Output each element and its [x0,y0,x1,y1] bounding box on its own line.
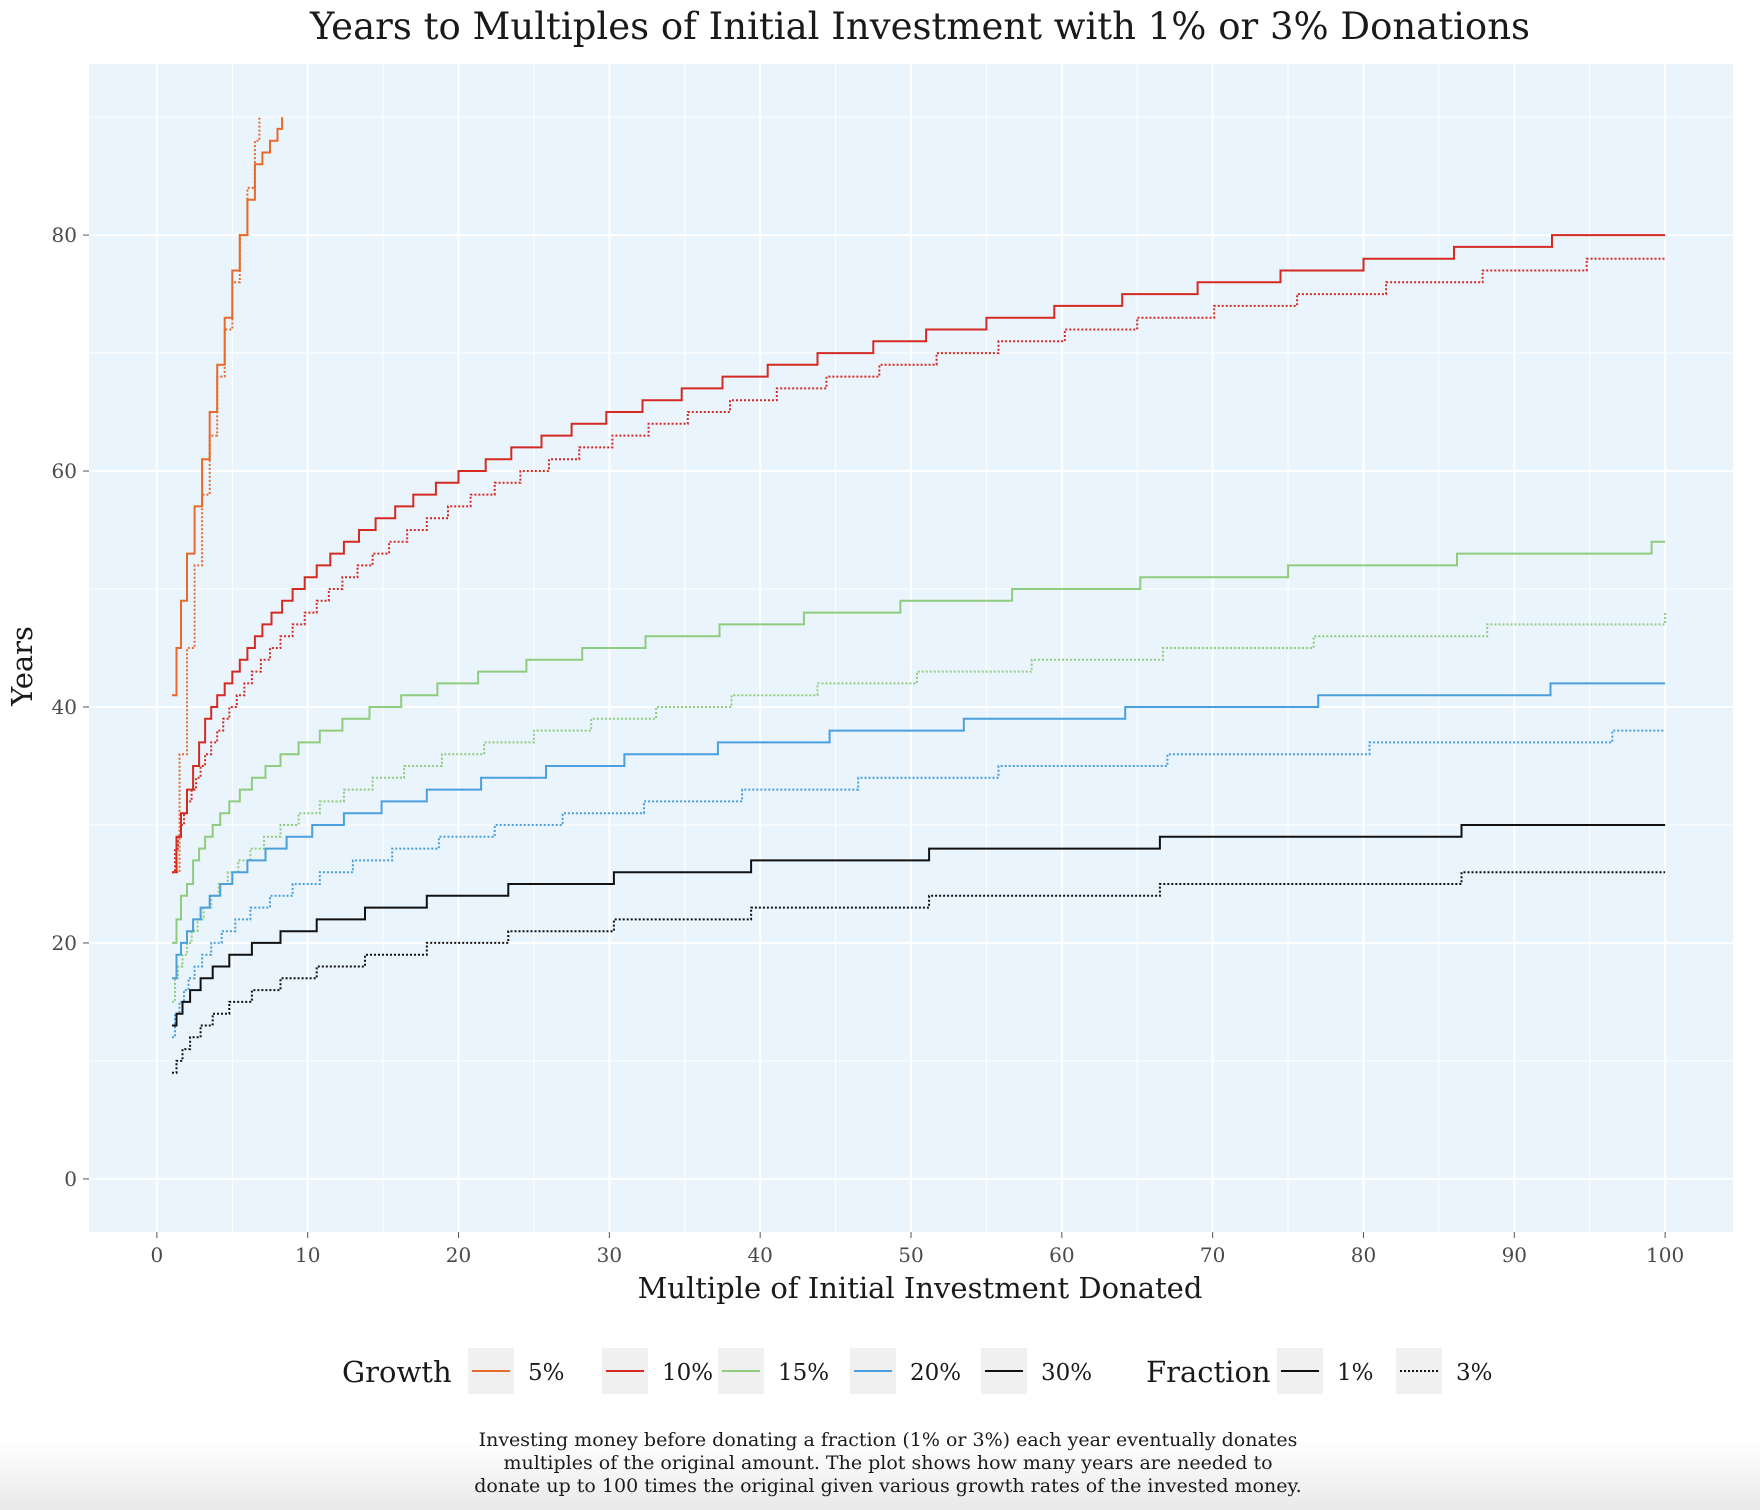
x-tick-label: 10 [295,1243,320,1267]
y-tick-label: 80 [52,223,77,247]
x-tick-label: 90 [1502,1243,1527,1267]
x-tick-label: 80 [1351,1243,1376,1267]
series-line-15pct-3pct [172,612,1667,1003]
y-tick-label: 20 [52,931,77,955]
legend-label-growth: 5% [528,1360,565,1386]
y-tick-label: 40 [52,695,77,719]
series-line-20pct-1pct [172,682,1666,980]
series-line-5pct-3pct [172,117,261,874]
x-tick-label: 100 [1646,1243,1684,1267]
y-axis-label: Years [5,626,39,707]
series-line-30pct-3pct [172,871,1666,1074]
legend: Growth Fraction 5% 10% 15% 20% 30% 1% 3% [342,1348,1493,1394]
series-line-10pct-1pct [172,234,1666,874]
caption-line-2: multiples of the original amount. The pl… [503,1452,1272,1474]
legend-fraction-title: Fraction [1146,1355,1271,1389]
legend-label-growth: 20% [910,1360,961,1386]
axis-ticks: 0 10 20 30 40 50 60 70 80 90 100 0 20 40 60 80 [52,223,1685,1267]
legend-label-growth: 30% [1041,1360,1092,1386]
chart-title: Years to Multiples of Initial Investment… [309,5,1530,48]
legend-key-bg [1396,1348,1442,1394]
x-tick-label: 50 [898,1243,923,1267]
series-line-10pct-3pct [172,257,1666,874]
legend-label-growth: 15% [778,1360,829,1386]
x-tick-label: 40 [747,1243,772,1267]
legend-label-fraction: 3% [1456,1360,1493,1386]
series-line-5pct-1pct [172,117,284,697]
x-tick-label: 70 [1200,1243,1225,1267]
series-layer [172,117,1667,1074]
x-tick-label: 20 [446,1243,471,1267]
legend-growth-title: Growth [342,1355,452,1389]
x-tick-label: 30 [597,1243,622,1267]
caption-line-1: Investing money before donating a fracti… [479,1429,1298,1451]
legend-label-fraction: 1% [1337,1360,1374,1386]
series-line-15pct-1pct [172,540,1666,944]
x-tick-label: 0 [151,1243,164,1267]
legend-label-growth: 10% [662,1360,713,1386]
y-tick-label: 0 [64,1167,77,1191]
series-line-30pct-1pct [172,824,1666,1027]
caption: Investing money before donating a fracti… [474,1429,1301,1497]
caption-line-3: donate up to 100 times the original give… [474,1475,1301,1497]
x-tick-label: 60 [1049,1243,1074,1267]
x-axis-label: Multiple of Initial Investment Donated [638,1271,1203,1305]
y-tick-label: 60 [52,459,77,483]
